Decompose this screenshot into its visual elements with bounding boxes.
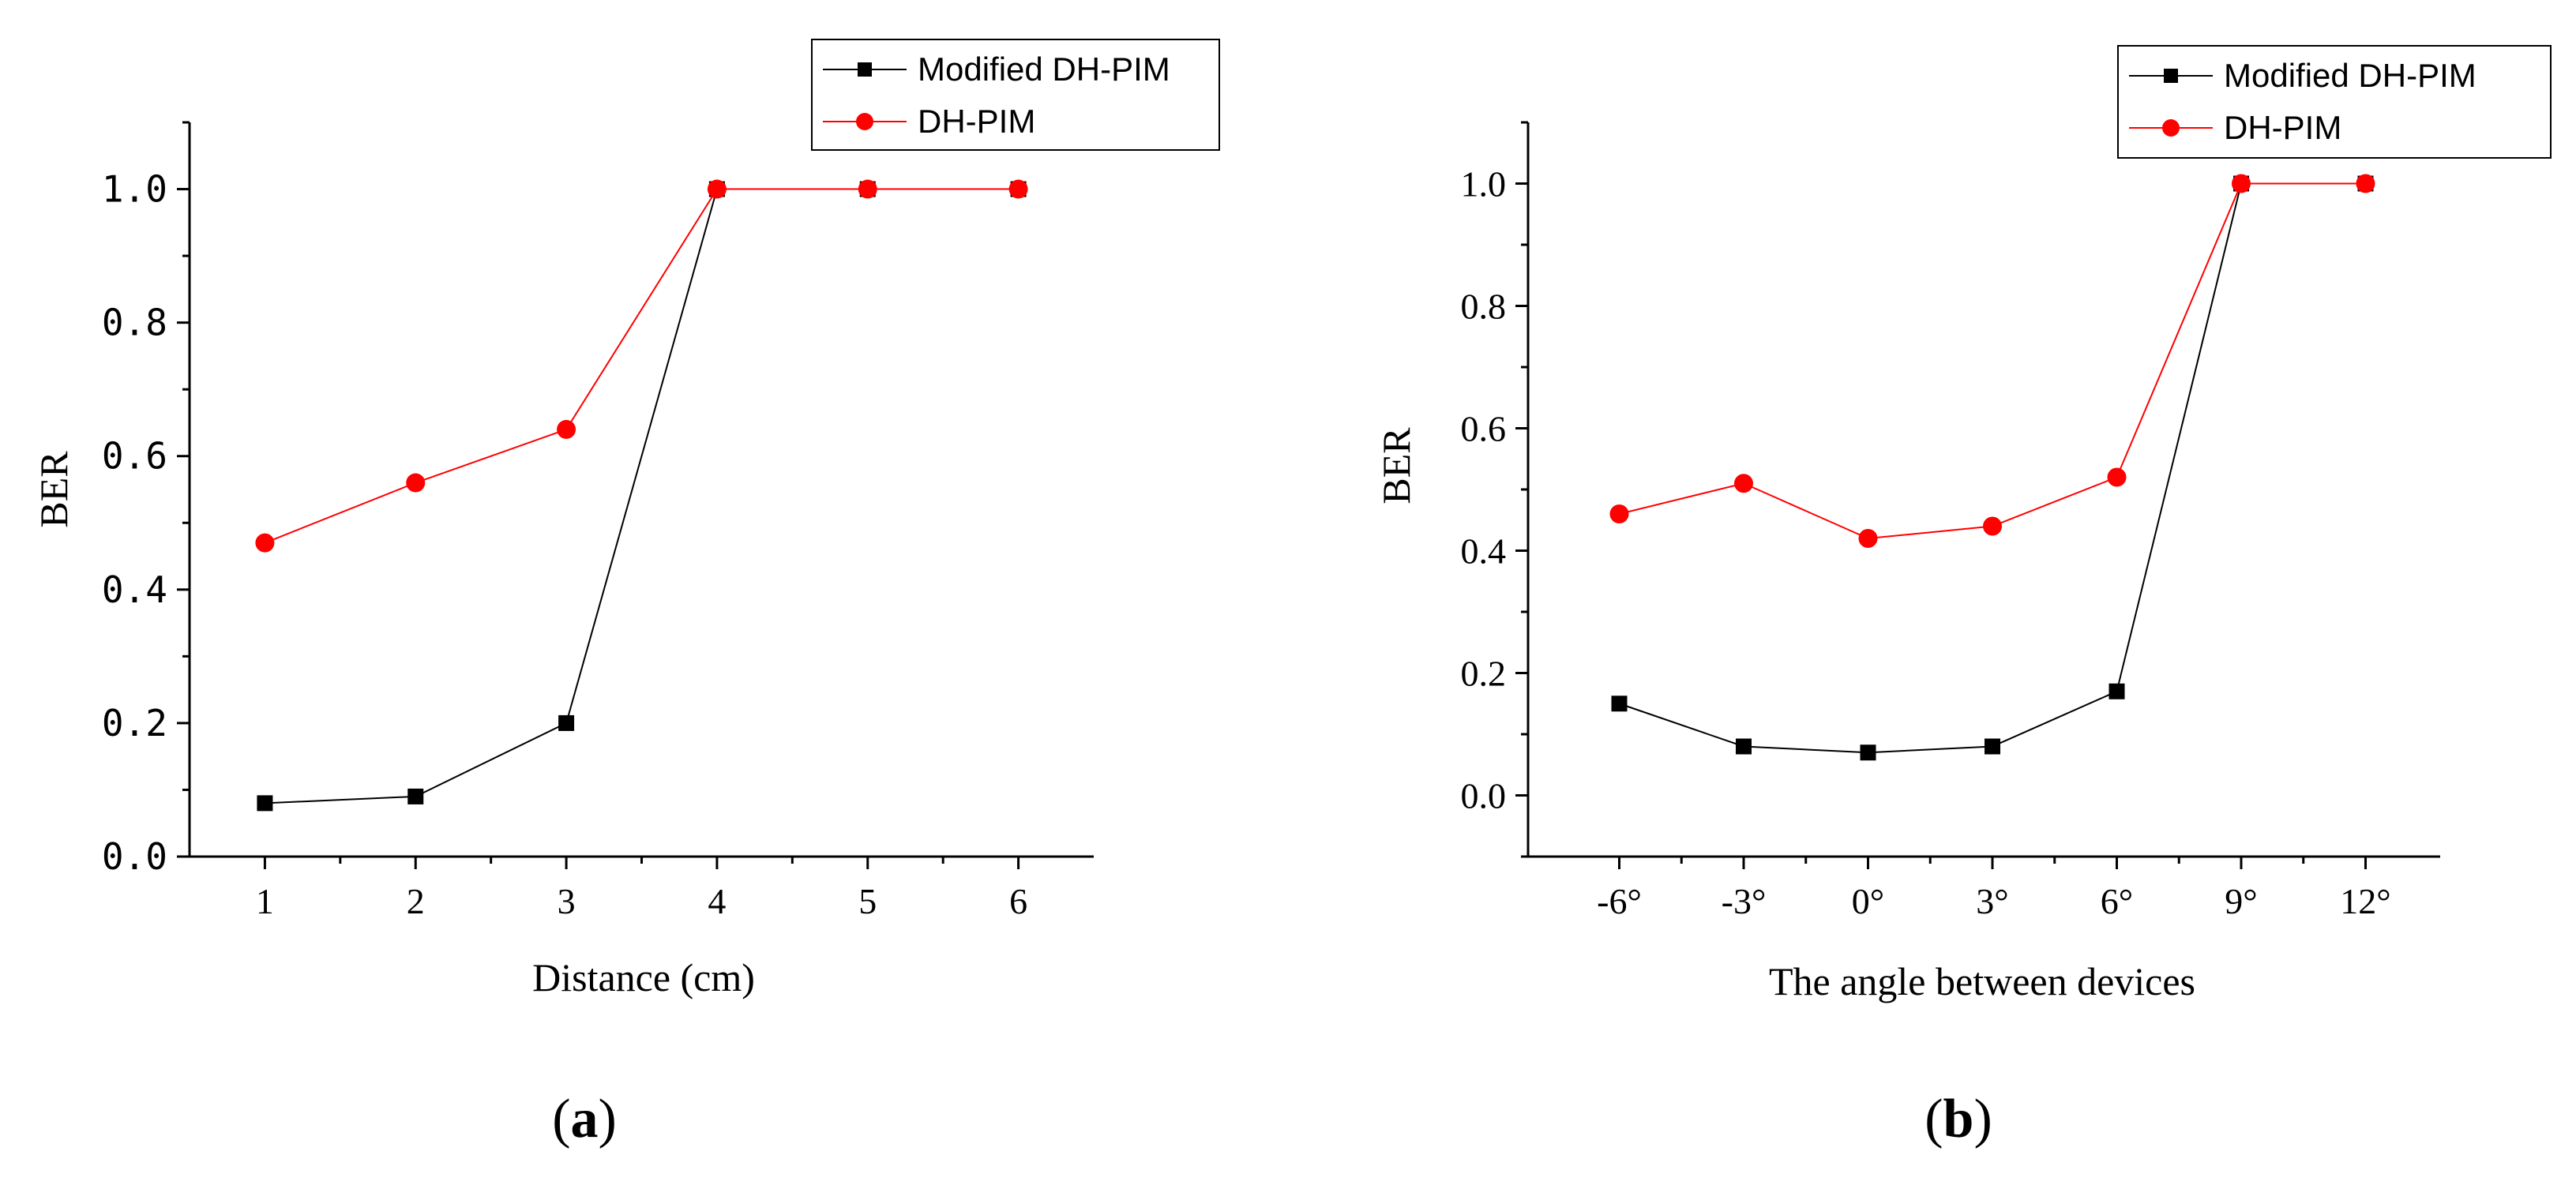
legend-label-a: Modified DH-PIM bbox=[918, 51, 1170, 88]
chart-panel-a: BER Distance (cm) (a) Modified DH-PIM DH-… bbox=[32, 39, 1220, 1149]
data-point-b bbox=[1985, 738, 2000, 755]
y-tick-label-b: 0.0 bbox=[1461, 776, 1507, 816]
y-axis-title-b: BER bbox=[1374, 427, 1418, 504]
x-tick-label-a: 1 bbox=[256, 881, 274, 921]
data-point-b bbox=[2108, 683, 2125, 699]
series-modified-dh-pim-a bbox=[257, 181, 1027, 812]
data-point-a bbox=[558, 714, 575, 731]
y-tick-label-a: 0.6 bbox=[102, 435, 167, 478]
data-point-b bbox=[1734, 474, 1753, 493]
panel-label-a: (a) bbox=[552, 1089, 617, 1149]
series-modified-dh-pim-b bbox=[1611, 175, 2374, 761]
x-tick-label-b: 0° bbox=[1852, 881, 1884, 921]
data-point-a bbox=[707, 179, 727, 199]
legend-entry-modified-dh-pim-a: Modified DH-PIM bbox=[823, 51, 1170, 88]
data-point-a bbox=[406, 473, 426, 493]
legend-label-b: DH-PIM bbox=[2224, 109, 2341, 146]
y-tick-label-b: 0.8 bbox=[1461, 287, 1507, 327]
data-point-b bbox=[1860, 744, 1876, 761]
data-point-b bbox=[2107, 467, 2127, 487]
x-tick-label-b: -6° bbox=[1597, 881, 1642, 921]
y-axis-title-a: BER bbox=[32, 451, 76, 528]
data-point-b bbox=[1611, 696, 1628, 712]
y-tick-label-a: 0.0 bbox=[102, 835, 167, 878]
panel-label-b-letter: b bbox=[1943, 1089, 1974, 1149]
series-line-a bbox=[265, 188, 1019, 544]
chart-panel-b: BER The angle between devices (b) Modifi… bbox=[1374, 45, 2552, 1149]
legend-marker-a bbox=[858, 62, 872, 77]
panel-label-a-letter: a bbox=[571, 1089, 599, 1149]
y-tick-label-b: 1.0 bbox=[1461, 164, 1507, 204]
data-point-b bbox=[1858, 529, 1878, 548]
x-axis-title-b: The angle between devices bbox=[1769, 959, 2195, 1003]
y-tick-label-a: 0.2 bbox=[102, 702, 167, 744]
data-point-a bbox=[858, 179, 877, 199]
x-tick-label-a: 3 bbox=[558, 881, 576, 921]
series-dh-pim-a bbox=[255, 179, 1028, 553]
x-tick-label-b: 9° bbox=[2225, 881, 2257, 921]
x-axis-title-a: Distance (cm) bbox=[532, 955, 755, 999]
x-tick-label-a: 2 bbox=[407, 881, 425, 921]
legend-entry-modified-dh-pim-b: Modified DH-PIM bbox=[2129, 57, 2476, 94]
data-point-b bbox=[1736, 738, 1752, 755]
data-point-a bbox=[557, 419, 576, 439]
series-line-b bbox=[1619, 182, 2366, 754]
legend-box-a bbox=[811, 39, 1220, 151]
series-dh-pim-b bbox=[1609, 174, 2375, 548]
data-point-a bbox=[255, 533, 275, 553]
legend-b: Modified DH-PIM DH-PIM bbox=[2117, 45, 2552, 159]
legend-a: Modified DH-PIM DH-PIM bbox=[811, 39, 1220, 151]
x-tick-label-b: -3° bbox=[1722, 881, 1767, 921]
series-line-a bbox=[265, 188, 1019, 804]
data-point-b bbox=[1983, 516, 2002, 536]
y-tick-label-a: 0.4 bbox=[102, 568, 167, 611]
data-point-b bbox=[2356, 174, 2375, 193]
x-tick-label-b: 3° bbox=[1976, 881, 2008, 921]
y-tick-label-b: 0.2 bbox=[1461, 654, 1507, 694]
x-tick-label-b: 12° bbox=[2340, 881, 2390, 921]
data-point-a bbox=[257, 795, 273, 812]
legend-marker-b bbox=[2162, 119, 2180, 137]
x-tick-label-a: 6 bbox=[1009, 881, 1027, 921]
legend-marker-b bbox=[2164, 69, 2178, 83]
legend-entry-dh-pim-a: DH-PIM bbox=[823, 103, 1035, 140]
legend-entry-dh-pim-b: DH-PIM bbox=[2129, 109, 2341, 146]
y-tick-label-b: 0.6 bbox=[1461, 409, 1507, 449]
data-point-a bbox=[1008, 179, 1028, 199]
series-line-b bbox=[1619, 182, 2366, 540]
x-tick-label-a: 5 bbox=[858, 881, 877, 921]
y-tick-label-b: 0.4 bbox=[1461, 531, 1507, 572]
panel-label-b: (b) bbox=[1924, 1089, 1992, 1149]
legend-box-b bbox=[2117, 45, 2552, 159]
data-point-a bbox=[407, 788, 424, 804]
legend-label-b: Modified DH-PIM bbox=[2224, 57, 2476, 94]
x-tick-label-a: 4 bbox=[708, 881, 726, 921]
y-tick-label-a: 1.0 bbox=[102, 168, 167, 211]
data-point-b bbox=[2232, 174, 2251, 193]
legend-label-a: DH-PIM bbox=[918, 103, 1035, 140]
legend-marker-a bbox=[856, 113, 873, 130]
data-point-b bbox=[1609, 504, 1629, 523]
x-tick-label-b: 6° bbox=[2101, 881, 2133, 921]
y-tick-label-a: 0.8 bbox=[102, 302, 167, 344]
